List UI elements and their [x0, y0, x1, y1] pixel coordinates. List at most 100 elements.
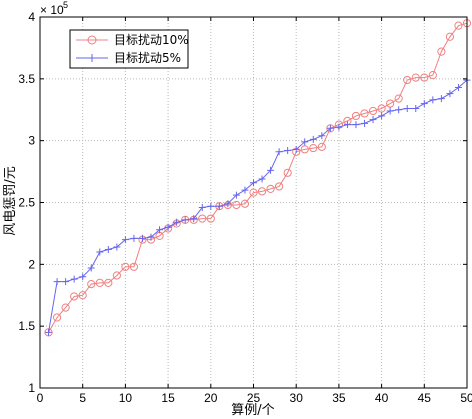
data-point-circle	[232, 200, 241, 210]
series-2-line	[48, 79, 468, 333]
data-point-plus	[454, 83, 462, 91]
data-point-circle	[266, 184, 275, 193]
data-point-circle	[300, 145, 309, 154]
data-point-plus	[395, 106, 403, 114]
data-point-plus	[70, 275, 78, 283]
data-point-plus	[113, 243, 121, 251]
data-point-circle	[112, 271, 121, 280]
x-tick-label: 15	[161, 391, 175, 405]
data-point-plus	[224, 200, 232, 208]
data-point-plus	[412, 105, 420, 113]
y-axis-exponent-power: 5	[63, 0, 68, 10]
data-point-plus	[284, 147, 292, 155]
y-tick-label: 1	[28, 381, 35, 395]
data-point-circle	[104, 278, 113, 287]
x-tick-label: 30	[290, 391, 304, 405]
data-point-circle	[420, 73, 429, 82]
data-point-circle	[445, 32, 455, 41]
data-point-plus	[96, 248, 104, 256]
y-tick-label: 2	[28, 257, 35, 271]
data-point-circle	[87, 280, 96, 289]
data-point-circle	[257, 187, 267, 196]
x-tick-label: 45	[418, 391, 432, 405]
data-point-plus	[309, 135, 317, 143]
data-point-plus	[437, 95, 445, 103]
data-point-plus	[369, 116, 377, 124]
data-point-circle	[317, 142, 326, 151]
data-point-circle	[283, 168, 292, 177]
y-tick-label: 1.5	[18, 319, 35, 333]
data-point-circle	[95, 278, 104, 287]
x-tick-label: 25	[247, 391, 261, 405]
y-tick-label: 3.5	[18, 72, 35, 86]
series-1	[44, 19, 472, 337]
data-point-plus	[79, 273, 87, 281]
series-2	[45, 76, 471, 336]
data-point-circle	[240, 199, 250, 208]
data-point-plus	[301, 138, 309, 146]
data-point-circle	[403, 75, 412, 85]
y-tick-label: 2.5	[18, 196, 35, 210]
data-point-circle	[275, 182, 284, 191]
data-point-plus	[275, 148, 283, 156]
data-point-circle	[411, 73, 420, 82]
x-tick-label: 10	[119, 391, 133, 405]
x-tick-label: 20	[204, 391, 218, 405]
data-point-plus	[343, 121, 351, 129]
data-point-plus	[45, 328, 53, 336]
data-point-circle	[437, 47, 446, 56]
grid-lines	[40, 17, 467, 388]
data-point-plus	[173, 218, 181, 226]
data-point-circle	[198, 214, 207, 223]
series-layer	[44, 19, 472, 337]
data-point-plus	[267, 166, 275, 174]
data-point-circle	[394, 94, 403, 103]
data-point-plus	[403, 105, 411, 113]
y-axis-exponent-base: × 10	[40, 3, 64, 17]
data-point-circle	[121, 262, 130, 271]
data-point-plus	[446, 90, 454, 98]
data-point-plus	[361, 119, 369, 127]
data-point-plus	[164, 223, 172, 231]
data-point-plus	[104, 245, 112, 253]
data-point-plus	[352, 121, 360, 129]
data-point-circle	[70, 292, 79, 301]
data-point-circle	[309, 143, 318, 153]
data-point-circle	[61, 303, 70, 312]
legend-label-series-1: 目标扰动10%	[114, 33, 189, 47]
data-point-plus	[62, 278, 70, 286]
data-point-plus	[121, 236, 129, 244]
data-point-plus	[258, 175, 266, 183]
data-point-plus	[292, 145, 300, 153]
data-point-plus	[318, 132, 326, 140]
data-point-plus	[326, 124, 334, 132]
data-point-plus	[138, 234, 146, 242]
data-point-plus	[130, 234, 138, 242]
data-point-plus	[232, 191, 240, 199]
x-tick-label: 40	[375, 391, 389, 405]
data-point-plus	[198, 203, 206, 211]
y-axis-title: 风电惩罚/元	[3, 166, 18, 235]
data-point-plus	[241, 186, 249, 194]
data-point-plus	[215, 202, 223, 210]
data-point-plus	[335, 123, 343, 131]
y-tick-label: 3	[28, 134, 35, 148]
data-point-circle	[44, 328, 53, 337]
data-point-plus	[87, 264, 95, 272]
data-point-plus	[53, 278, 61, 286]
data-point-plus	[429, 96, 437, 104]
legend: 目标扰动10% 目标扰动5%	[69, 29, 189, 69]
data-point-plus	[250, 179, 257, 187]
data-point-circle	[386, 99, 395, 108]
data-point-plus	[207, 202, 215, 210]
x-axis-title: 算例/个	[231, 403, 274, 418]
data-point-plus	[156, 226, 164, 234]
y-tick-label: 4	[28, 10, 35, 24]
x-tick-label: 5	[79, 391, 86, 405]
data-point-plus	[147, 233, 155, 241]
data-point-circle	[360, 109, 369, 118]
data-point-circle	[52, 313, 62, 322]
data-point-circle	[326, 124, 335, 133]
